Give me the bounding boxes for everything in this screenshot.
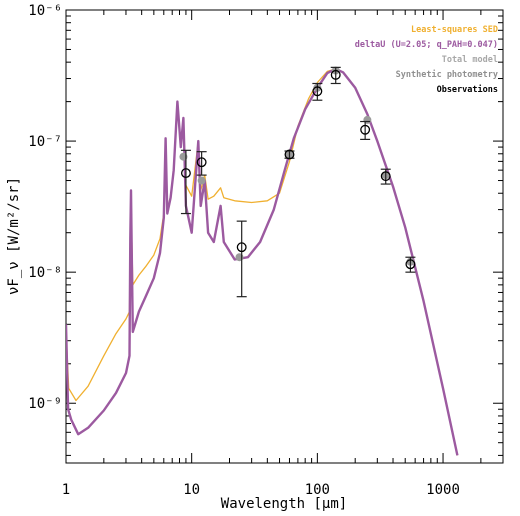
legend-entry: Least-squares SED [411,25,498,35]
deltau-model-line [66,67,459,456]
observation-point [360,120,371,140]
observation-marker [405,259,416,270]
observations-layer [180,66,416,298]
observation-marker [330,69,341,80]
x-axis-label: Wavelength [μm] [221,496,347,512]
observation-point [196,151,207,176]
axis-ticks [65,9,504,463]
least-squares-sed-line [66,68,459,456]
observation-marker [284,149,295,160]
observation-point [405,256,416,273]
observation-point [380,168,391,185]
legend-entry: deltaU (U=2.05; q_PAH=0.047) [355,40,498,50]
x-tick-label: 10 [183,482,200,498]
series-layer [66,67,459,456]
observation-point [312,82,323,101]
legend-entry: Total model [442,55,498,65]
observation-marker [236,242,247,253]
observation-point [180,149,191,215]
synthetic-photometry-point [197,176,206,185]
x-tick-label: 100 [305,482,330,498]
observation-marker [196,157,207,168]
observation-marker [380,171,391,182]
y-tick-label: 10⁻⁸ [28,265,62,281]
y-tick-labels: 10⁻⁹ 10⁻⁸ 10⁻⁷ 10⁻⁶ [28,3,62,412]
observation-point [284,149,295,160]
legend-entry: Observations [437,84,498,95]
x-tick-label: 1000 [426,482,460,498]
y-tick-label: 10⁻⁹ [28,396,62,412]
observation-point [236,220,247,298]
observation-marker [360,124,371,135]
observation-marker [312,86,323,97]
y-tick-label: 10⁻⁶ [28,3,62,19]
x-tick-label: 1 [62,482,70,498]
x-tick-labels: 1 10 100 1000 [62,482,460,498]
y-tick-label: 10⁻⁷ [28,134,62,150]
plot-frame [65,9,504,464]
observation-point [330,66,341,85]
legend-entry: Synthetic photometry [396,69,498,80]
y-axis-label: νF_ν [W/m²/sr] [6,177,22,295]
observation-marker [180,168,191,179]
legend: Least-squares SED deltaU (U=2.05; q_PAH=0… [355,25,498,95]
